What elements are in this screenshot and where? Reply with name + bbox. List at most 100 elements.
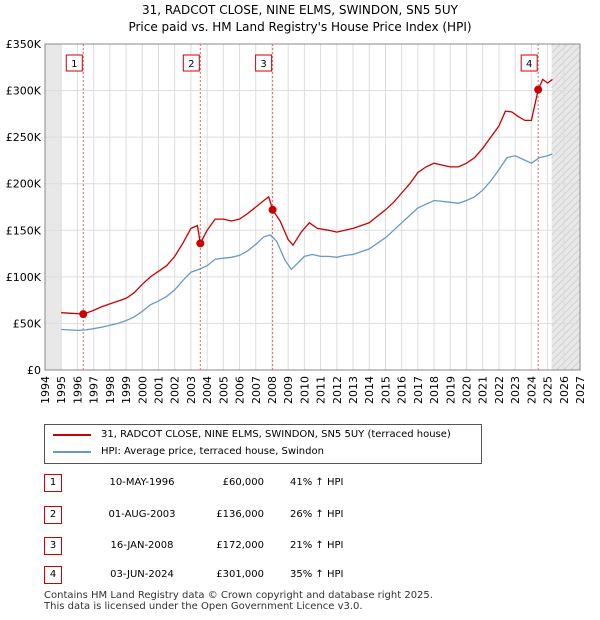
hatch-line	[551, 171, 580, 201]
y-tick-label: £0	[27, 364, 41, 377]
x-tick-label: 2014	[363, 376, 376, 404]
hatch-line	[551, 311, 580, 341]
hatch-line	[551, 241, 580, 271]
x-tick-label: 2004	[201, 376, 214, 404]
hatch-line	[551, 108, 580, 138]
hatch-line	[551, 87, 580, 117]
x-tick-label: 2013	[347, 376, 360, 404]
transaction-date: 16-JAN-2008	[110, 540, 174, 551]
x-tick-label: 2019	[444, 376, 457, 404]
transaction-marker: 4	[44, 566, 62, 584]
transaction-label-box	[255, 54, 273, 72]
hatch-line	[551, 339, 580, 369]
hatch-line	[551, 332, 580, 362]
x-tick-label: 2012	[331, 376, 344, 404]
x-tick-label: 1996	[71, 376, 84, 404]
hatch-line	[551, 45, 580, 75]
y-tick-label: £200K	[6, 178, 42, 191]
hatch-line	[551, 304, 580, 334]
hatch-line	[551, 44, 576, 68]
hatch-line	[551, 101, 580, 131]
hatch-line	[551, 115, 580, 145]
x-tick-label: 1999	[120, 376, 133, 404]
hatch-line	[551, 157, 580, 187]
transaction-price: £172,000	[216, 540, 264, 551]
hatch-line	[552, 0, 580, 18]
hatch-line	[551, 44, 555, 47]
x-tick-label: 2024	[525, 376, 538, 404]
shaded-region	[45, 44, 62, 370]
transaction-label: 4	[526, 59, 532, 70]
transaction-price: £136,000	[216, 509, 264, 520]
hatch-line	[551, 94, 580, 124]
hatch-line	[556, 346, 580, 370]
transaction-label: 2	[188, 59, 194, 70]
x-tick-label: 2011	[315, 376, 328, 404]
x-tick-label: 2006	[234, 376, 247, 404]
x-tick-label: 1995	[55, 376, 68, 404]
x-tick-label: 2016	[396, 376, 409, 404]
hatch-line	[551, 164, 580, 194]
hatch-line	[551, 136, 580, 166]
x-tick-label: 1997	[88, 376, 101, 404]
transaction-label: 3	[260, 59, 266, 70]
transaction-hpi: 41% ↑ HPI	[290, 477, 344, 488]
legend-line-property	[53, 434, 91, 436]
attribution-line-1: Contains HM Land Registry data © Crown c…	[44, 590, 433, 601]
transaction-label-box	[65, 54, 83, 72]
transaction-hpi: 35% ↑ HPI	[290, 569, 344, 580]
series-line-hpi	[61, 153, 553, 332]
hatch-line	[551, 80, 580, 110]
hatch-line	[551, 269, 580, 299]
hatch-line	[551, 297, 580, 327]
hatch-line	[551, 185, 580, 215]
x-tick-label: 1994	[39, 376, 52, 404]
series-line-property	[61, 78, 553, 315]
chart-legend: 31, RADCOT CLOSE, NINE ELMS, SWINDON, SN…	[44, 424, 482, 464]
transaction-price: £301,000	[216, 569, 264, 580]
hatch-line	[551, 227, 580, 257]
hatch-line	[552, 11, 580, 39]
hatch-line	[551, 290, 580, 320]
x-tick-label: 2022	[493, 376, 506, 404]
hatch-line	[551, 276, 580, 306]
transaction-date: 03-JUN-2024	[110, 569, 174, 580]
hatch-line	[552, 0, 580, 11]
transaction-point	[196, 239, 205, 248]
hatch-line	[563, 353, 580, 370]
x-tick-label: 2002	[169, 376, 182, 404]
hatch-line	[551, 325, 580, 355]
transaction-date: 01-AUG-2003	[108, 509, 176, 520]
x-tick-label: 2000	[136, 376, 149, 404]
hatch-line	[551, 255, 580, 285]
hatch-line	[551, 283, 580, 313]
hatch-line	[551, 44, 562, 54]
x-tick-label: 2005	[217, 376, 230, 404]
hatch-line	[551, 150, 580, 180]
legend-line-hpi	[53, 451, 91, 453]
hatch-line	[551, 213, 580, 243]
transaction-marker: 3	[44, 537, 62, 555]
attribution-footer: Contains HM Land Registry data © Crown c…	[44, 590, 433, 612]
x-tick-label: 2003	[185, 376, 198, 404]
transaction-label-box	[520, 54, 538, 72]
hatch-line	[570, 360, 580, 370]
y-tick-label: £150K	[6, 224, 42, 237]
hatch-line	[551, 248, 580, 278]
y-tick-label: £300K	[6, 85, 42, 98]
transaction-point	[79, 310, 88, 319]
attribution-line-2: This data is licensed under the Open Gov…	[44, 601, 363, 612]
transaction-point	[268, 205, 277, 214]
transaction-price: £60,000	[222, 477, 264, 488]
x-tick-label: 2017	[412, 376, 425, 404]
y-tick-label: £350K	[6, 38, 42, 51]
x-tick-label: 2027	[574, 376, 587, 404]
hatch-line	[551, 199, 580, 229]
x-tick-label: 2008	[266, 376, 279, 404]
y-tick-label: £50K	[13, 317, 42, 330]
x-tick-label: 2009	[282, 376, 295, 404]
x-tick-label: 2015	[379, 376, 392, 404]
chart-subtitle: Price paid vs. HM Land Registry's House …	[128, 20, 471, 34]
x-tick-label: 2026	[558, 376, 571, 404]
hatch-line	[551, 129, 580, 159]
